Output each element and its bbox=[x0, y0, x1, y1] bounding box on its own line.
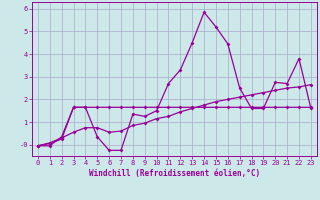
X-axis label: Windchill (Refroidissement éolien,°C): Windchill (Refroidissement éolien,°C) bbox=[89, 169, 260, 178]
